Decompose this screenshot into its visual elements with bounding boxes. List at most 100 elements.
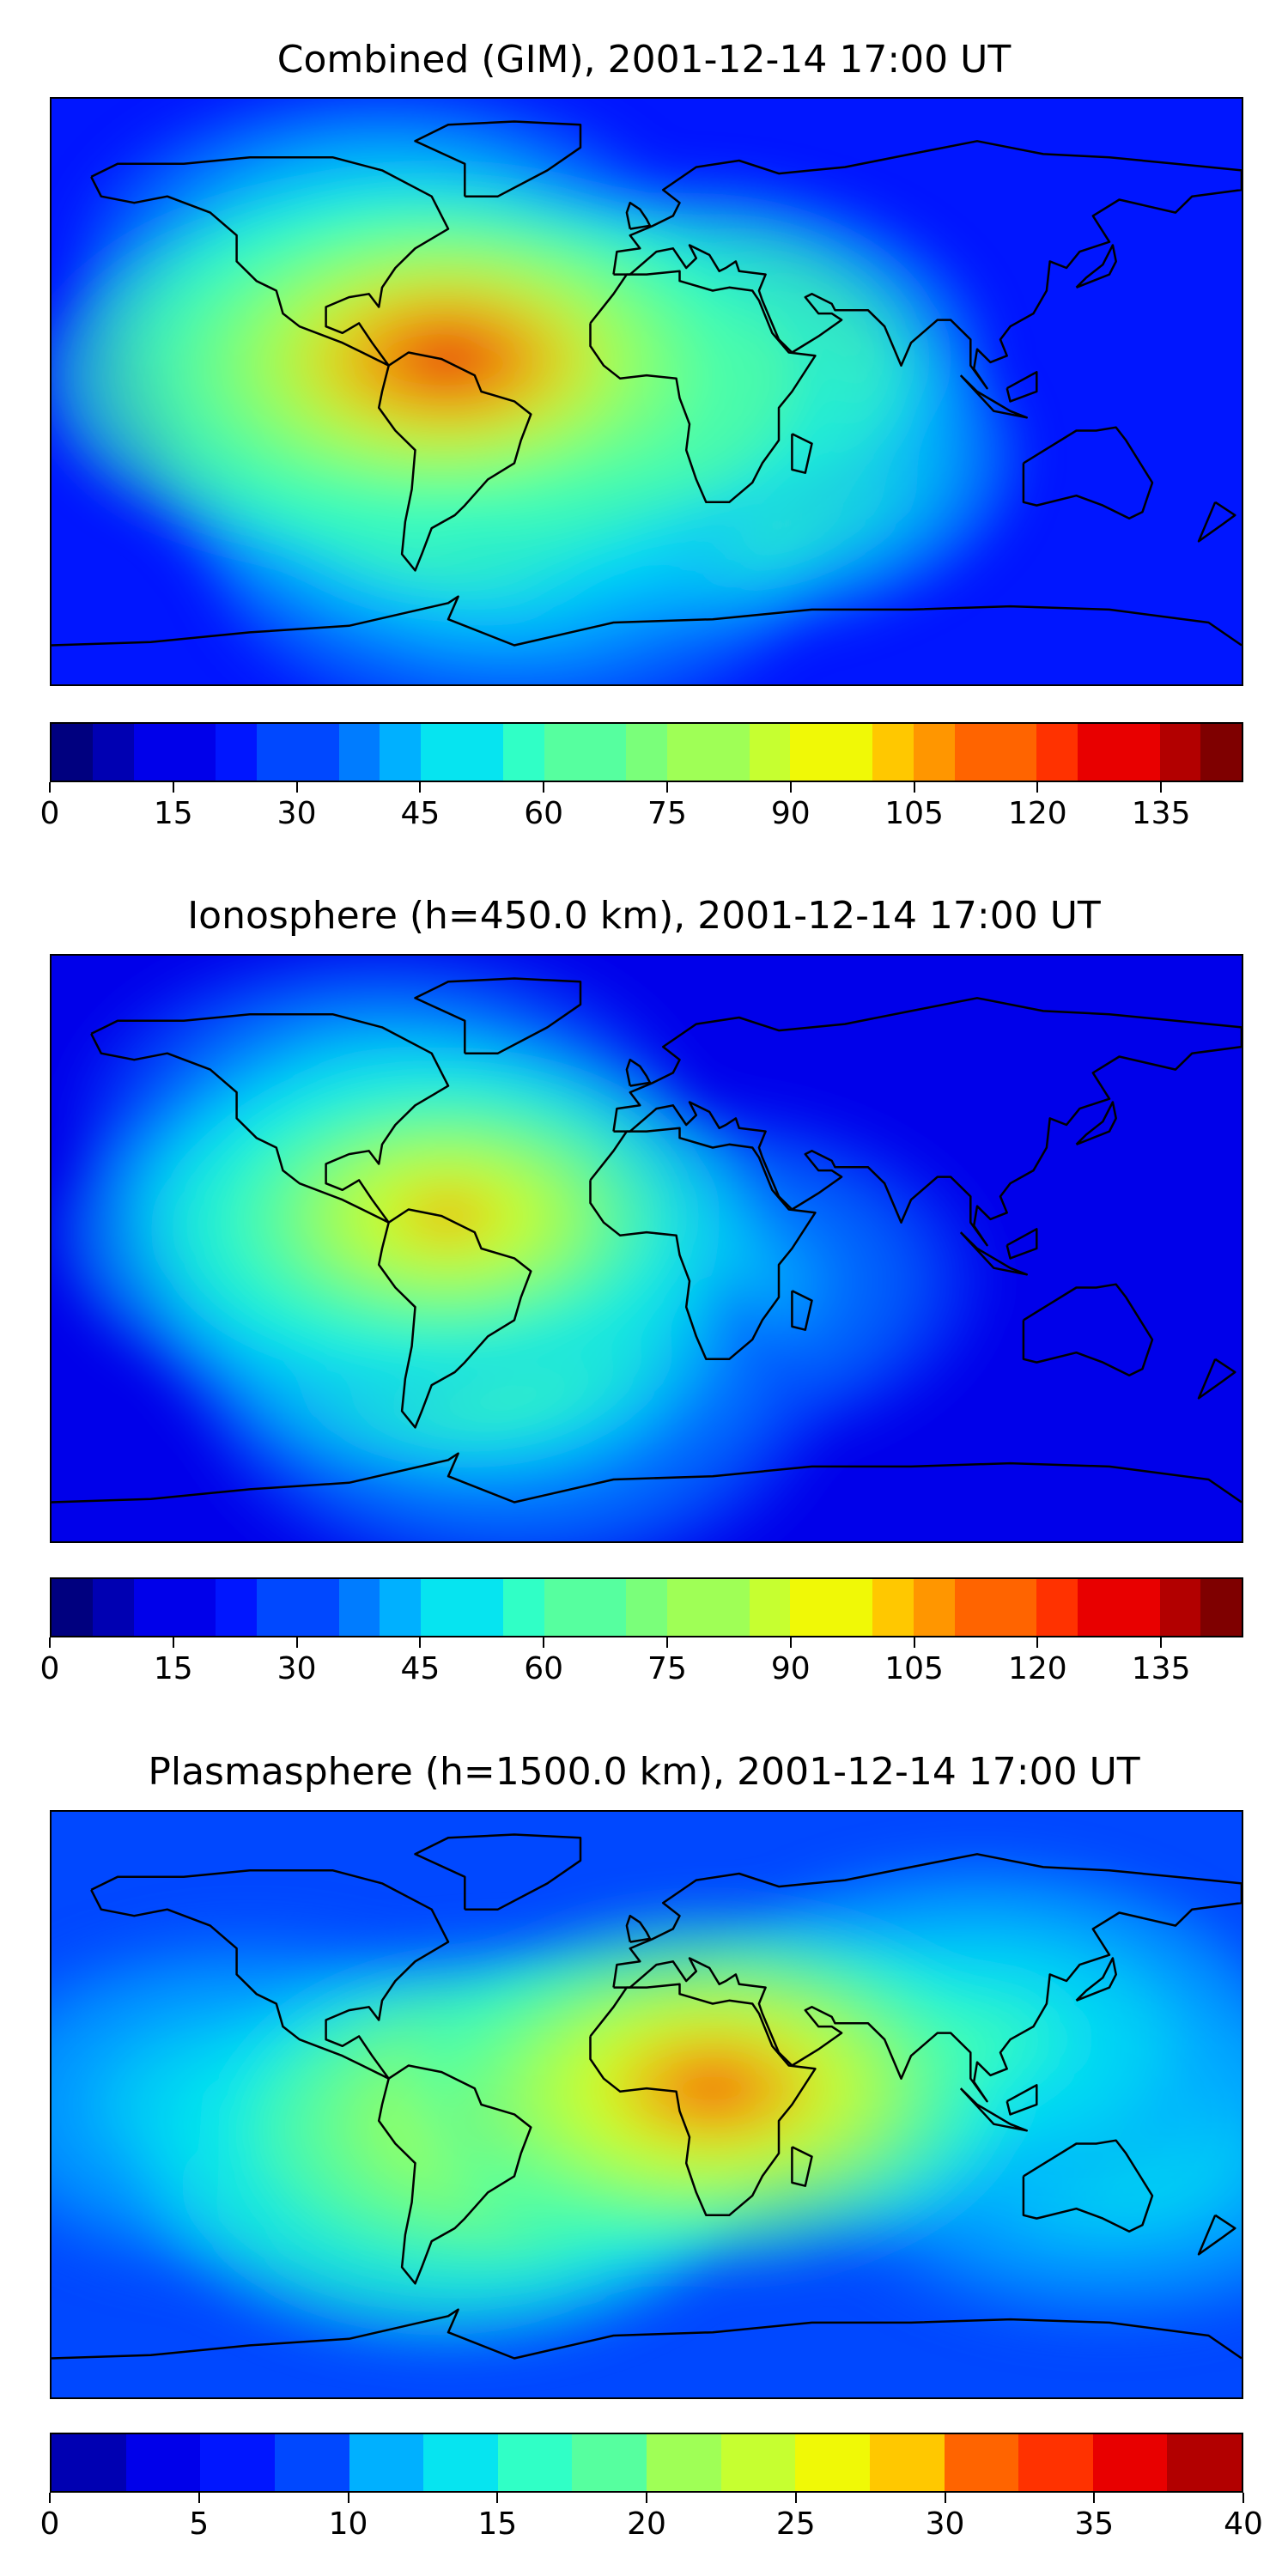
colorbar-segment bbox=[913, 1579, 955, 1636]
coastline bbox=[1022, 426, 1154, 520]
tick-label: 30 bbox=[276, 1651, 317, 1686]
tick-mark bbox=[789, 1637, 792, 1648]
coastline bbox=[90, 1012, 450, 1224]
colorbar-segment bbox=[544, 724, 586, 781]
coastline bbox=[1075, 1101, 1117, 1145]
colorbar-ticks: 0 15 30 45 60 75 90 105 120 135 bbox=[40, 782, 1243, 834]
coastline bbox=[612, 1853, 1242, 2103]
colorbar-segment bbox=[708, 724, 750, 781]
colorbar-segment bbox=[666, 1579, 708, 1636]
tick-mark bbox=[419, 1637, 422, 1648]
tec-map bbox=[50, 954, 1243, 1543]
tick-label: 0 bbox=[39, 2506, 60, 2542]
colorbar-segment bbox=[995, 724, 1037, 781]
tick-label: 0 bbox=[39, 1651, 60, 1686]
colorbar-ticks: 0 5 10 15 20 25 30 35 40 bbox=[40, 2493, 1263, 2544]
coastline bbox=[625, 201, 652, 230]
colorbar-segment bbox=[1159, 724, 1201, 781]
tick-mark bbox=[1160, 782, 1163, 793]
panel-title: Combined (GIM), 2001-12-14 17:00 UT bbox=[276, 38, 1012, 82]
tick-label: 45 bbox=[400, 1651, 440, 1686]
tick-label: 135 bbox=[1131, 796, 1191, 831]
tick-label: 120 bbox=[1007, 796, 1067, 831]
colorbar-segment bbox=[421, 724, 462, 781]
tick-label: 15 bbox=[153, 796, 193, 831]
tick-label: 30 bbox=[925, 2506, 965, 2542]
tick-mark bbox=[1160, 1637, 1163, 1648]
coastline bbox=[959, 1231, 1029, 1276]
colorbar-ticks: 0 15 30 45 60 75 90 105 120 135 bbox=[40, 1637, 1243, 1689]
coastline bbox=[589, 270, 817, 504]
colorbar-segment bbox=[585, 724, 627, 781]
colorbar-segment bbox=[1077, 724, 1119, 781]
colorbar-segment bbox=[338, 1579, 380, 1636]
tick-mark bbox=[944, 2493, 946, 2503]
colorbar-segment bbox=[626, 724, 667, 781]
colorbar-segment bbox=[174, 724, 216, 781]
coastline bbox=[625, 1058, 652, 1087]
coastline bbox=[90, 1868, 450, 2080]
panel-title: Ionosphere (h=450.0 km), 2001-12-14 17:0… bbox=[187, 894, 1101, 938]
tick-label: 60 bbox=[524, 1651, 564, 1686]
tick-mark bbox=[496, 2493, 499, 2503]
tick-mark bbox=[543, 782, 545, 793]
tick-mark bbox=[665, 1637, 668, 1648]
colorbar-segment bbox=[795, 2434, 870, 2491]
tick-label: 40 bbox=[1224, 2506, 1263, 2542]
coastline bbox=[377, 351, 532, 572]
colorbar-segment bbox=[913, 724, 955, 781]
coastline bbox=[1197, 2214, 1236, 2256]
field-contour bbox=[668, 2063, 757, 2115]
tick-label: 15 bbox=[153, 1651, 193, 1686]
colorbar-segment bbox=[125, 2434, 201, 2491]
tick-label: 15 bbox=[477, 2506, 518, 2542]
coastline bbox=[589, 1983, 817, 2217]
colorbar-segment bbox=[461, 1579, 503, 1636]
coastline bbox=[1022, 2139, 1154, 2233]
coastline bbox=[1022, 1283, 1154, 1377]
colorbar-segment bbox=[1159, 1579, 1201, 1636]
colorbar-segment bbox=[1200, 724, 1242, 781]
tick-label: 60 bbox=[524, 796, 564, 831]
colorbar-segment bbox=[572, 2434, 647, 2491]
coastline bbox=[1005, 1228, 1038, 1260]
coastline bbox=[1075, 1957, 1117, 2002]
coastline bbox=[414, 977, 582, 1054]
tick-mark bbox=[789, 782, 792, 793]
tick-mark bbox=[665, 782, 668, 793]
tick-mark bbox=[646, 2493, 647, 2503]
coastline bbox=[414, 120, 582, 197]
colorbar-segment bbox=[1018, 2434, 1093, 2491]
tick-label: 0 bbox=[39, 796, 60, 831]
colorbar-segment bbox=[380, 724, 422, 781]
tick-mark bbox=[49, 1637, 51, 1648]
colorbar-segment bbox=[790, 1579, 832, 1636]
colorbar-segment bbox=[52, 724, 93, 781]
colorbar-segment bbox=[872, 1579, 914, 1636]
colorbar-segment bbox=[52, 2434, 126, 2491]
tick-label: 75 bbox=[647, 1651, 687, 1686]
tick-mark bbox=[1242, 2493, 1244, 2503]
colorbar-segment bbox=[544, 1579, 586, 1636]
tick-mark bbox=[49, 782, 51, 793]
colorbar-segment bbox=[502, 1579, 544, 1636]
colorbar-segment bbox=[585, 1579, 627, 1636]
colorbar-segment bbox=[1036, 1579, 1078, 1636]
panel-title: Plasmasphere (h=1500.0 km), 2001-12-14 1… bbox=[148, 1750, 1140, 1794]
tick-label: 75 bbox=[647, 796, 687, 831]
tick-mark bbox=[49, 2493, 51, 2503]
coastline bbox=[625, 1914, 652, 1943]
colorbar-segment bbox=[626, 1579, 667, 1636]
colorbar-segment bbox=[1077, 1579, 1119, 1636]
coastline bbox=[791, 1290, 813, 1331]
colorbar-segment bbox=[297, 1579, 339, 1636]
colorbar-segment bbox=[720, 2434, 796, 2491]
colorbar-segment bbox=[749, 1579, 791, 1636]
coastline bbox=[1005, 371, 1038, 403]
colorbar-segment bbox=[174, 1579, 216, 1636]
tick-mark bbox=[172, 782, 174, 793]
coastline bbox=[1075, 244, 1117, 289]
tick-label: 90 bbox=[770, 1651, 811, 1686]
coastline bbox=[90, 155, 450, 367]
colorbar-segment bbox=[954, 724, 996, 781]
